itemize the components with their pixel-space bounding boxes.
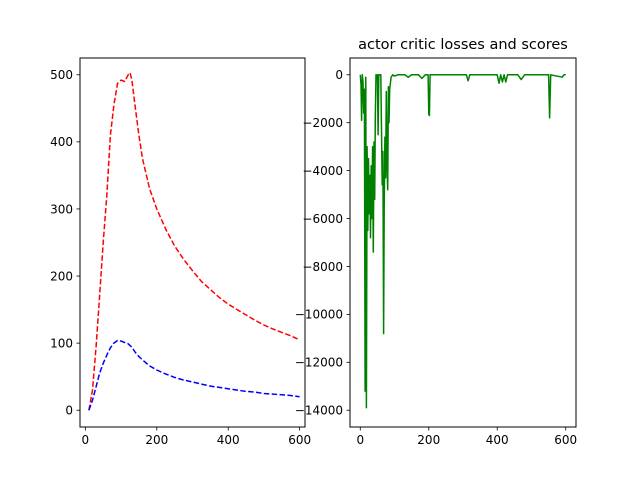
right-x-tick-label: 400	[486, 433, 509, 447]
left-y-tick-label: 200	[50, 269, 73, 283]
right-y-tick-label: 0	[335, 68, 343, 82]
left-series-line-0	[88, 72, 300, 411]
right-series-line-0	[359, 74, 566, 409]
right-x-tick-label: 200	[417, 433, 440, 447]
left-y-tick-label: 0	[65, 404, 73, 418]
left-y-tick-label: 300	[50, 202, 73, 216]
right-series-layer	[359, 74, 566, 409]
left-subplot: 0 200 400 600 0 100 200 300 400 500	[50, 57, 311, 447]
right-y-tick-label: −10000	[295, 308, 343, 322]
left-ticks: 0 200 400 600 0 100 200 300 400 500	[50, 68, 311, 447]
left-x-tick-label: 0	[82, 433, 90, 447]
left-y-tick-label: 400	[50, 135, 73, 149]
left-x-tick-label: 400	[217, 433, 240, 447]
right-y-tick-label: −14000	[295, 404, 343, 418]
left-y-tick-label: 100	[50, 336, 73, 350]
left-x-tick-label: 200	[145, 433, 168, 447]
right-y-tick-label: −8000	[302, 260, 343, 274]
left-x-tick-label: 600	[288, 433, 311, 447]
right-chart-title: actor critic losses and scores	[358, 37, 568, 53]
left-y-tick-label: 500	[50, 68, 73, 82]
right-axes-frame	[349, 57, 577, 428]
right-x-tick-label: 600	[554, 433, 577, 447]
right-y-tick-label: −4000	[302, 164, 343, 178]
right-y-tick-label: −2000	[302, 116, 343, 130]
left-series-layer	[88, 72, 300, 411]
left-axes-frame	[79, 57, 306, 428]
right-ticks: 0 200 400 600 0 −2000 −4000 −6000 −8000 −10000 −12…	[295, 68, 577, 447]
left-series-line-1	[88, 339, 300, 411]
right-y-tick-label: −12000	[295, 356, 343, 370]
right-y-tick-label: −6000	[302, 212, 343, 226]
right-subplot: actor critic losses and scores 0 200 400 60…	[295, 37, 577, 447]
right-x-tick-label: 0	[356, 433, 364, 447]
